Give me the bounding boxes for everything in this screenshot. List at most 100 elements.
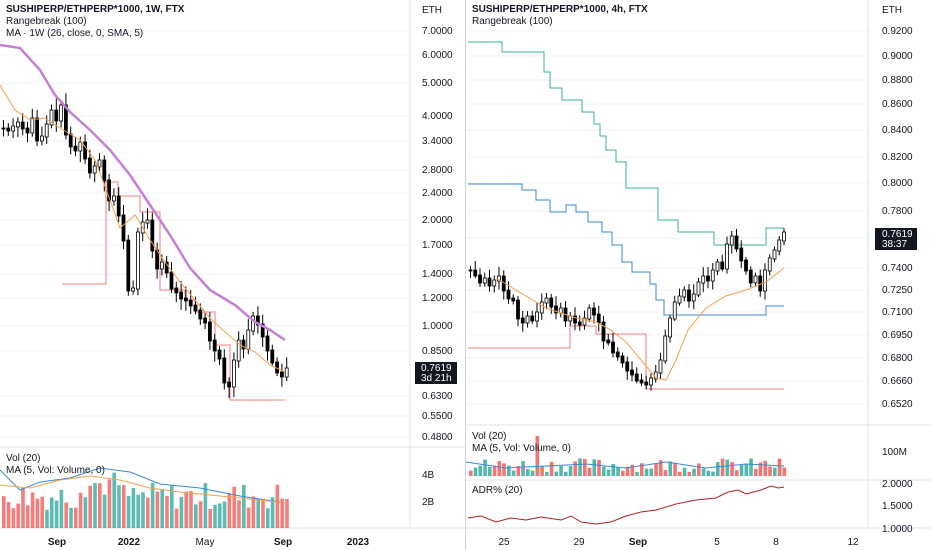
right-price-countdown: 38:37: [882, 239, 907, 250]
left-volume-bar: [93, 482, 97, 528]
right-adr-legend: ADR% (20): [472, 485, 523, 497]
left-volume-bar: [222, 501, 227, 528]
right-volume-bar: [716, 462, 720, 476]
right-candle-body: [687, 289, 691, 302]
left-symbol-title[interactable]: SUSHIPERP/ETHPERP*1000, 1W, FTX: [6, 4, 185, 15]
right-volume-bar: [592, 459, 597, 476]
right-candle-body: [487, 277, 492, 287]
right-volume-bar: [625, 466, 630, 476]
left-axis-unit: ETH: [422, 5, 442, 16]
right-candle-body: [772, 249, 777, 260]
left-candle-body: [83, 141, 87, 160]
left-volume-bar: [141, 492, 145, 528]
pane-separator[interactable]: [465, 0, 466, 550]
right-candle-body: [630, 369, 634, 376]
right-volume-bar: [573, 461, 578, 476]
left-legend: SUSHIPERP/ETHPERP*1000, 1W, FTX Rangebre…: [6, 4, 184, 40]
right-candle-body: [748, 269, 753, 284]
right-volume-bar: [516, 466, 521, 476]
left-candle-body: [207, 321, 212, 342]
left-volume-bar: [30, 492, 35, 528]
right-axis-tick: 0.7400: [882, 263, 913, 274]
right-volume-bar: [730, 462, 734, 476]
right-volume-bar: [564, 471, 568, 476]
left-chart-canvas[interactable]: ETH 7.0000 6.0000 5.0000 4.0000 3.4000 2.8000…: [0, 0, 466, 550]
right-price-axis[interactable]: ETH 0.9200 0.9000 0.8800 0.8600 0.8400 0.8200…: [882, 5, 913, 535]
left-volume-bar: [275, 484, 280, 528]
right-candle-body: [520, 317, 525, 324]
right-price-value: 0.7619: [882, 229, 913, 240]
right-time-axis[interactable]: 25 29 Sep 5 8 12: [498, 537, 859, 548]
right-symbol-title[interactable]: SUSHIPERP/ETHPERP*1000, 4h, FTX: [472, 4, 648, 15]
left-candle-body: [251, 315, 256, 332]
left-candle-body: [241, 339, 246, 350]
right-adr-title[interactable]: ADR% (20): [472, 485, 523, 496]
right-adr-path: [467, 485, 785, 525]
right-chart-pane[interactable]: ETH 0.9200 0.9000 0.8800 0.8600 0.8400 0.8200…: [466, 0, 932, 550]
left-candle-body: [92, 165, 97, 174]
left-volume-bar: [213, 504, 217, 528]
right-volume-bar: [640, 463, 644, 476]
left-rangebreak-path: [62, 181, 285, 401]
left-volume-bar: [203, 483, 208, 528]
left-rangebreak-legend[interactable]: Rangebreak (100): [6, 16, 87, 27]
left-vol-tick: 4B: [422, 470, 435, 481]
left-volume-bar: [246, 507, 251, 528]
left-price-countdown: 3d 21h: [421, 373, 452, 384]
right-chart-canvas[interactable]: ETH 0.9200 0.9000 0.8800 0.8600 0.8400 0.8200…: [466, 0, 932, 550]
left-vol-title[interactable]: Vol (20): [6, 453, 41, 464]
right-candle-body: [535, 311, 539, 322]
left-volume-bar: [198, 501, 203, 528]
right-vol-title[interactable]: Vol (20): [472, 431, 507, 442]
left-time-axis[interactable]: Sep 2022 May Sep 2023: [48, 537, 370, 548]
right-vol-ma[interactable]: MA (5, Vol: Volume, 0): [472, 443, 571, 454]
right-candle-body: [525, 315, 530, 324]
right-adr-line: [467, 485, 785, 525]
left-candle-body: [97, 159, 102, 168]
left-vol-ma[interactable]: MA (5, Vol: Volume, 0): [6, 465, 105, 476]
right-volume-bar: [744, 463, 749, 476]
right-volume-legend: Vol (20) MA (5, Vol: Volume, 0): [472, 431, 571, 455]
left-candle-body: [121, 214, 126, 242]
left-chart-pane[interactable]: ETH 7.0000 6.0000 5.0000 4.0000 3.4000 2.8000…: [0, 0, 466, 550]
right-candle-body: [516, 299, 520, 320]
left-volume-bar: [40, 496, 44, 528]
left-candle-body: [145, 219, 150, 224]
left-volume-bar: [102, 494, 107, 528]
left-candle-body: [107, 179, 111, 202]
left-axis-tick: 2.8000: [422, 165, 453, 176]
left-axis-tick: 1.4000: [422, 269, 453, 280]
left-candle-body: [135, 231, 140, 290]
left-volume-bar: [256, 498, 260, 528]
right-axis-tick: 0.8800: [882, 75, 913, 86]
right-axis-tick: 0.9200: [882, 26, 913, 37]
right-volume-bar: [521, 461, 525, 476]
right-axis-tick: 0.9000: [882, 51, 913, 62]
left-price-axis[interactable]: ETH 7.0000 6.0000 5.0000 4.0000 3.4000 2.8000…: [422, 5, 453, 508]
right-axis-unit: ETH: [882, 5, 902, 16]
left-volume-bar: [88, 485, 92, 528]
left-candle-body: [265, 335, 270, 352]
right-volume-bar: [488, 466, 492, 476]
left-axis-tick: 2.4000: [422, 188, 453, 199]
right-candle-body: [729, 235, 734, 246]
right-volume-bar: [478, 465, 483, 476]
left-candle-body: [64, 104, 68, 136]
left-candles: [1, 93, 289, 398]
right-volume-bar: [682, 467, 687, 476]
left-candle-body: [88, 157, 92, 174]
left-candle-body: [198, 309, 203, 320]
left-axis-tick: 5.0000: [422, 78, 453, 89]
right-candle-body: [530, 315, 535, 322]
right-volume-bar: [663, 470, 668, 476]
left-volume-bar: [21, 487, 25, 528]
left-volume-bar: [35, 498, 40, 528]
right-rangebreak-upper: [468, 41, 784, 246]
right-candle-body: [649, 377, 653, 386]
right-volume-bar: [497, 461, 502, 476]
left-ma-legend[interactable]: MA · 1W (26, close, 0, SMA, 5): [6, 28, 144, 39]
right-rangebreak-legend[interactable]: Rangebreak (100): [472, 16, 553, 27]
left-volume-bar: [64, 502, 68, 528]
left-axis-tick: 0.6300: [422, 391, 453, 402]
right-candle-body: [587, 307, 592, 320]
